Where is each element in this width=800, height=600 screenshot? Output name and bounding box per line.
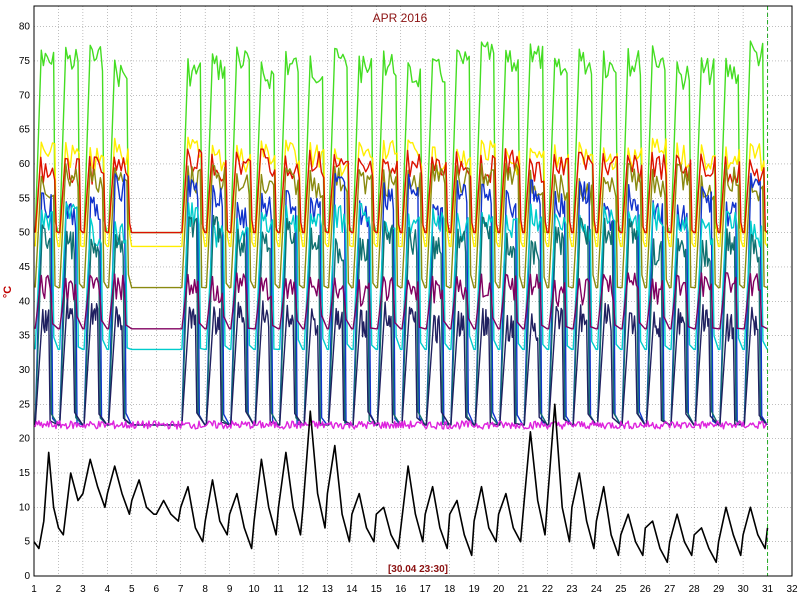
x-tick-label: 24 [591,584,603,595]
y-tick-label: 40 [19,296,31,307]
y-tick-label: 5 [24,537,30,548]
y-tick-label: 0 [24,571,30,582]
x-tick-label: 1 [31,584,37,595]
x-tick-label: 14 [346,584,358,595]
x-tick-label: 10 [249,584,261,595]
x-tick-label: 4 [105,584,111,595]
x-tick-label: 16 [395,584,407,595]
x-tick-label: 27 [664,584,676,595]
cursor-label: [30.04 23:30] [388,564,448,575]
x-tick-label: 29 [713,584,725,595]
x-tick-label: 23 [566,584,578,595]
series-layer [33,40,769,564]
series-line-7 [34,272,768,330]
series-line-8 [34,298,768,426]
y-tick-label: 55 [19,193,31,204]
y-tick-label: 80 [19,22,31,33]
y-tick-label: 35 [19,331,31,342]
x-tick-label: 28 [689,584,701,595]
y-tick-label: 25 [19,399,31,410]
y-tick-label: 65 [19,125,31,136]
x-tick-label: 6 [153,584,159,595]
y-tick-label: 45 [19,262,31,273]
y-tick-label: 50 [19,228,31,239]
chart-title: APR 2016 [373,11,428,25]
grid-lines [33,6,793,577]
plot-frame [33,5,793,577]
x-axis-ticks: 1 2 3 4 5 6 7 8 9 10 11 12 13 14 15 16 17 18 19 20 21 22 23 24 2… [31,584,798,595]
y-tick-label: 30 [19,365,31,376]
x-tick-label: 25 [615,584,627,595]
y-tick-label: 10 [19,502,31,513]
series-line-10 [33,403,769,564]
x-tick-label: 19 [469,584,481,595]
x-tick-label: 11 [273,584,284,595]
x-tick-label: 15 [371,584,383,595]
series-line-3 [34,162,768,289]
x-tick-label: 30 [738,584,750,595]
x-tick-label: 13 [322,584,334,595]
x-tick-label: 5 [129,584,135,595]
x-tick-label: 21 [517,584,529,595]
x-tick-label: 2 [56,584,62,595]
x-tick-label: 8 [202,584,208,595]
y-tick-label: 75 [19,56,31,67]
series-line-2 [34,148,768,234]
y-tick-label: 20 [19,434,31,445]
y-tick-label: 60 [19,159,31,170]
x-tick-label: 26 [640,584,652,595]
x-tick-label: 9 [227,584,233,595]
series-line-1 [34,136,768,248]
series-line-9 [33,420,767,430]
x-tick-label: 12 [297,584,309,595]
x-tick-label: 17 [420,584,432,595]
y-axis-label: °C [2,286,14,298]
y-tick-label: 15 [19,468,31,479]
x-tick-label: 7 [178,584,184,595]
x-tick-label: 22 [542,584,554,595]
x-tick-label: 20 [493,584,505,595]
series-line-5 [34,202,768,351]
x-tick-label: 3 [80,584,86,595]
plot-area [34,6,792,576]
y-tick-label: 70 [19,90,31,101]
x-tick-label: 32 [786,584,798,595]
y-axis-ticks: 0 5 10 15 20 25 30 35 40 45 50 55 60 65 70 75 80 [19,22,31,582]
x-tick-label: 18 [444,584,456,595]
x-tick-label: 31 [762,584,774,595]
